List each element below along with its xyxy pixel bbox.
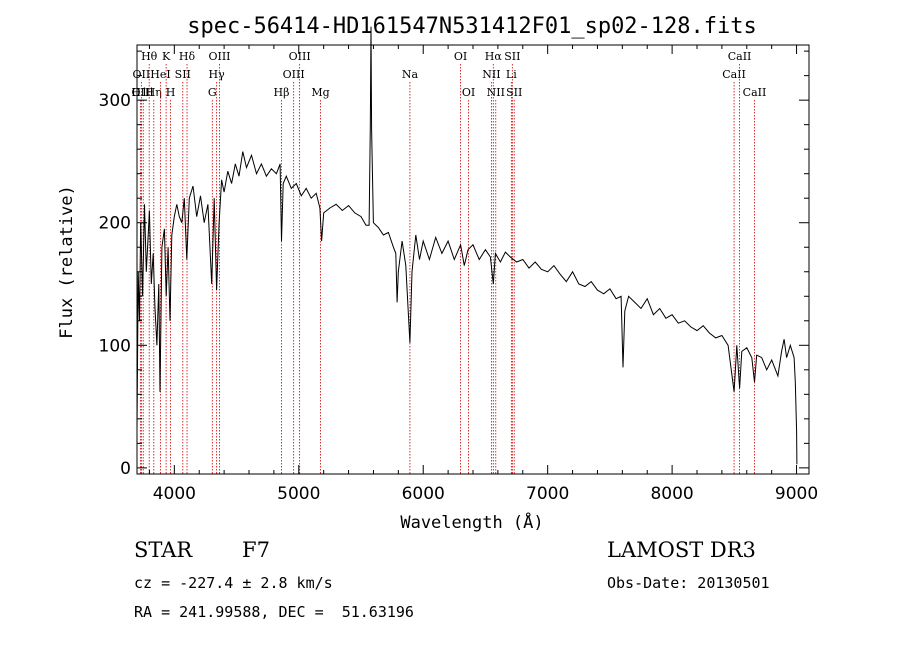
plot-frame	[136, 44, 810, 475]
spectral-line-label: Hγ	[209, 68, 226, 81]
spectral-line-label: K	[162, 50, 171, 63]
spectral-line-label: Li	[506, 68, 517, 81]
y-tick-label: 0	[120, 459, 131, 479]
spectral-line-label: SII	[175, 68, 191, 81]
spectral-line-label: OII	[132, 86, 150, 99]
x-tick-label: 8000	[650, 484, 693, 504]
spectral-line-label: OI	[454, 50, 467, 63]
spectral-line-label: OIII	[289, 50, 311, 63]
coordinates-readout: RA = 241.99588, DEC = 51.63196	[134, 603, 414, 621]
y-tick-label: 300	[99, 91, 131, 111]
x-axis-label: Wavelength (Å)	[400, 511, 543, 533]
survey-name: LAMOST DR3	[607, 538, 756, 562]
redshift-readout: cz = -227.4 ± 2.8 km/s	[134, 574, 333, 592]
spectral-line-label: Hα	[485, 50, 503, 63]
spectral-subclass: F7	[242, 538, 270, 562]
spectral-line-label: Mg	[311, 86, 329, 99]
spectral-line-label: H	[166, 86, 176, 99]
x-tick-label: 7000	[526, 484, 569, 504]
emission-line-markers: OIIOIIH11HθHηHeIKHSIIHδGHγOIIIHβOIIIOIII…	[131, 50, 766, 474]
spectral-line-label: SII	[506, 86, 522, 99]
spectral-line-label: CaII	[722, 68, 746, 81]
spectral-line-label: OIII	[208, 50, 230, 63]
spectral-line-label: NII	[487, 86, 505, 99]
spectral-line-label: OII	[132, 68, 150, 81]
spectral-line-label: Hθ	[141, 50, 158, 63]
observation-date: Obs-Date: 20130501	[607, 574, 770, 592]
spectral-line-label: NII	[482, 68, 500, 81]
x-tick-label: 5000	[277, 484, 320, 504]
spectral-line-label: Hβ	[274, 86, 290, 99]
y-tick-label: 200	[99, 214, 131, 234]
spectral-line-label: CaII	[743, 86, 767, 99]
chart-title: spec-56414-HD161547N531412F01_sp02-128.f…	[187, 14, 757, 39]
spectral-line-label: Hη	[146, 86, 162, 99]
object-class: STAR	[134, 538, 193, 562]
spectral-line-label: SII	[504, 50, 520, 63]
spectral-line-label: Na	[402, 68, 419, 81]
x-tick-label: 4000	[153, 484, 196, 504]
spectral-line-label: OIII	[283, 68, 305, 81]
axis-ticks: 4000 5000 6000 7000 8000 9000 0 100 200 300	[99, 45, 818, 504]
y-axis-label: Flux (relative)	[57, 185, 77, 339]
spectral-line-label: OI	[462, 86, 475, 99]
spectral-line-label: CaII	[728, 50, 752, 63]
spectrum-line	[136, 26, 798, 465]
spectral-line-label: G	[208, 86, 217, 99]
spectral-line-label: HeI	[150, 68, 170, 81]
y-tick-label: 100	[99, 336, 131, 356]
spectral-line-label: Hδ	[179, 50, 196, 63]
x-tick-label: 6000	[402, 484, 445, 504]
x-tick-label: 9000	[775, 484, 818, 504]
